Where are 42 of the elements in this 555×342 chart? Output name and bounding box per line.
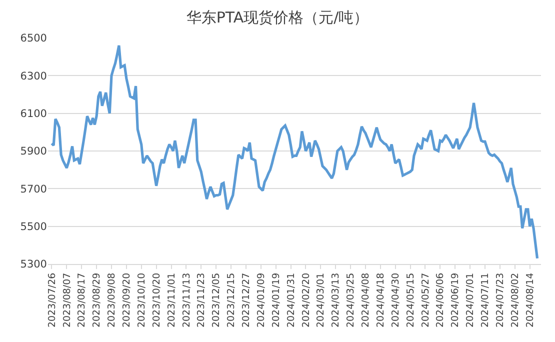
x-tick-label: 2024/03/13 bbox=[330, 272, 342, 328]
y-tick-label: 5300 bbox=[20, 258, 47, 271]
x-tick-label: 2024/07/23 bbox=[495, 272, 506, 328]
x-tick-label: 2024/02/20 bbox=[300, 272, 312, 328]
x-tick-label: 2024/06/19 bbox=[450, 272, 462, 328]
x-tick-label: 2024/04/18 bbox=[375, 272, 386, 328]
x-tick-label: 2023/12/05 bbox=[211, 272, 222, 328]
x-tick-label: 2024/04/30 bbox=[390, 272, 402, 328]
x-tick-label: 2024/01/09 bbox=[256, 272, 267, 328]
y-tick-label: 6500 bbox=[20, 32, 47, 45]
x-tick-label: 2023/11/01 bbox=[166, 272, 178, 328]
x-tick-label: 2024/07/01 bbox=[465, 272, 476, 328]
x-tick-label: 2023/08/17 bbox=[76, 272, 88, 328]
chart-title: 华东PTA现货价格（元/吨） bbox=[186, 8, 369, 26]
line-series bbox=[50, 44, 539, 260]
y-tick-label: 6300 bbox=[20, 70, 47, 82]
x-tick-label: 2023/11/23 bbox=[196, 272, 208, 328]
x-tick-label: 2023/09/08 bbox=[106, 272, 118, 328]
x-tick-label: 2024/05/15 bbox=[405, 272, 416, 328]
x-tick-label: 2023/12/15 bbox=[226, 272, 238, 328]
x-tick-label: 2024/06/06 bbox=[435, 272, 446, 328]
x-tick-label: 2023/09/20 bbox=[122, 272, 133, 328]
y-tick-label: 5900 bbox=[20, 146, 47, 158]
y-tick-label: 6100 bbox=[20, 108, 47, 120]
x-tick-label: 2024/01/19 bbox=[270, 272, 282, 328]
x-tick-label: 2024/03/01 bbox=[316, 272, 327, 328]
x-tick-label: 2024/03/25 bbox=[346, 272, 357, 328]
x-tick-label: 2023/08/07 bbox=[62, 272, 73, 328]
x-tick-label: 2024/08/02 bbox=[510, 272, 521, 328]
x-tick-label: 2024/01/31 bbox=[286, 272, 297, 328]
x-tick-label: 2023/07/26 bbox=[46, 272, 58, 328]
x-tick-label: 2024/08/14 bbox=[524, 272, 536, 328]
x-tick-label: 2023/10/20 bbox=[151, 272, 162, 328]
x-tick-label: 2024/07/11 bbox=[480, 272, 492, 328]
x-tick-label: 2023/12/27 bbox=[241, 272, 252, 328]
x-tick-label: 2024/04/08 bbox=[360, 272, 372, 328]
y-tick-label: 5700 bbox=[20, 183, 47, 196]
x-tick-label: 2023/11/13 bbox=[181, 272, 192, 328]
x-tick-label: 2024/05/27 bbox=[420, 272, 432, 328]
x-tick-label: 2023/10/10 bbox=[136, 272, 148, 328]
y-tick-label: 5500 bbox=[20, 221, 47, 234]
x-tick-label: 2023/08/29 bbox=[92, 272, 103, 328]
